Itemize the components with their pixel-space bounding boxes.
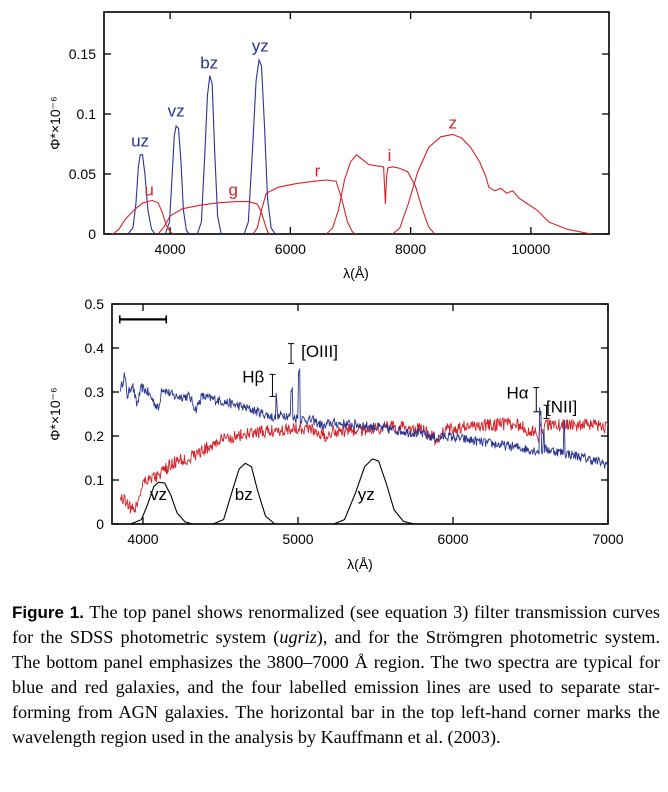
filter-label-z: z — [448, 113, 457, 132]
bottom-ytick-label: 0.5 — [85, 296, 105, 312]
bottom-xtick-label: 7000 — [592, 531, 623, 547]
filter-label-i: i — [388, 146, 392, 165]
bottom-xtick-label: 5000 — [282, 531, 313, 547]
filter-curve-g — [157, 201, 271, 234]
bottom-ytick-label: 0 — [96, 516, 104, 532]
filter-curve-uz — [127, 154, 156, 234]
top-xtick-label: 6000 — [275, 241, 306, 257]
filter-curve-i — [326, 154, 436, 234]
top-ylabel: Φ*×10⁻⁶ — [47, 96, 63, 150]
emission-line-label: [OIII] — [301, 342, 338, 361]
bottom-ytick-label: 0.4 — [85, 340, 105, 356]
filter-curve-vz — [164, 124, 190, 234]
top-ytick-label: 0.05 — [69, 166, 96, 182]
top-xtick-label: 8000 — [395, 241, 426, 257]
filter-curve-bz — [196, 75, 222, 234]
top-ytick-label: 0.1 — [77, 106, 97, 122]
filter-label-yz: yz — [252, 37, 269, 56]
bottom-ytick-label: 0.2 — [85, 428, 105, 444]
bottom-ytick-label: 0.1 — [85, 472, 105, 488]
caption-text-2: ), and for the Strömgren photometric sys… — [12, 627, 660, 747]
top-ytick-label: 0 — [88, 226, 96, 242]
filter-label-bz: bz — [200, 53, 218, 72]
bottom-xtick-label: 4000 — [127, 531, 158, 547]
bottom-filter-curve-bz — [212, 462, 276, 524]
top-xtick-label: 4000 — [155, 241, 186, 257]
top-xlabel: λ(Å) — [343, 265, 369, 281]
filter-label-uz: uz — [131, 131, 149, 150]
emission-line-label: Hα — [506, 384, 528, 403]
filter-curve-z — [392, 133, 592, 234]
bottom-curves — [120, 367, 608, 524]
filter-label-r: r — [315, 161, 321, 180]
filter-curve-u — [112, 199, 174, 234]
caption-label: Figure 1. — [12, 603, 84, 622]
filter-label-vz: vz — [168, 101, 185, 120]
top-plot-frame — [103, 11, 610, 235]
bottom-xlabel: λ(Å) — [347, 556, 373, 572]
bottom-filter-label-bz: bz — [235, 485, 253, 504]
bottom-filter-curve-vz — [130, 481, 193, 524]
top-ticks: 4000 6000 8000 10000 0 0.05 0.1 0.15 — [69, 12, 609, 257]
bottom-ticks: 4000 5000 6000 7000 0 0.1 0.2 0.3 0.4 0.5 — [85, 296, 624, 547]
caption-text-1: The top panel shows renormalized (see eq… — [12, 602, 660, 647]
filter-curve-yz — [243, 57, 276, 234]
filter-label-g: g — [229, 181, 238, 200]
bottom-plot-frame — [111, 303, 609, 525]
bottom-labels: vz bz yz Hβ [OIII] Hα [NII] — [118, 315, 577, 504]
top-xtick-label: 10000 — [511, 241, 550, 257]
bottom-ytick-label: 0.3 — [85, 384, 105, 400]
bottom-filter-label-yz: yz — [358, 485, 375, 504]
filter-curve-r — [252, 179, 356, 234]
bottom-filter-label-vz: vz — [150, 485, 167, 504]
top-curves — [112, 57, 592, 234]
caption-ugriz: ugriz — [279, 627, 317, 647]
bottom-filter-curve-yz — [333, 458, 415, 524]
bottom-xtick-label: 6000 — [437, 531, 468, 547]
bottom-panel: 4000 5000 6000 7000 0 0.1 0.2 0.3 0.4 0.5 vz bz yz H… — [47, 296, 624, 572]
emission-line-label: Hβ — [242, 367, 264, 386]
figure-caption: Figure 1. The top panel shows renormaliz… — [12, 600, 660, 750]
red-galaxy-spectrum — [120, 417, 608, 514]
top-ytick-label: 0.15 — [69, 46, 96, 62]
blue-galaxy-spectrum — [120, 367, 608, 469]
emission-line-label: [NII] — [546, 398, 577, 417]
filter-label-u: u — [144, 181, 153, 200]
bottom-ylabel: Φ*×10⁻⁶ — [47, 387, 63, 441]
